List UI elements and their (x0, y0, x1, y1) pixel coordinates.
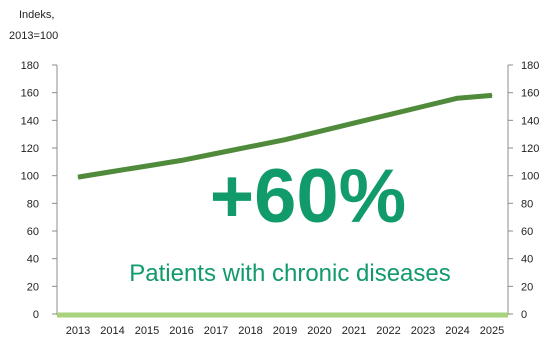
data-point (422, 106, 424, 107)
data-point (491, 94, 493, 96)
y2-tick-labels: 0 20 40 60 80 100 120 140 160 180 (521, 60, 539, 321)
series-group (77, 92, 493, 180)
y-tick-label: 0 (33, 309, 39, 321)
axes (52, 64, 513, 318)
y2-tick-label: 20 (521, 281, 533, 293)
x-tick-label: 2023 (411, 325, 435, 337)
x-tick-label: 2016 (169, 325, 193, 337)
annotations: +60% Patients with chronic diseases (129, 154, 451, 287)
data-point (146, 165, 148, 167)
data-point (250, 146, 251, 148)
y2-tick-label: 180 (521, 60, 539, 72)
y2-tick-label: 40 (521, 254, 533, 266)
y-tick-label: 60 (27, 226, 39, 238)
annotation-percent: +60% (210, 154, 407, 239)
y-tick-label: 40 (27, 254, 39, 266)
y2-tick-label: 120 (521, 143, 539, 155)
x-tick-label: 2020 (307, 325, 331, 337)
y-axis-title-line-2: 2013=100 (9, 30, 58, 42)
y-tick-label: 140 (21, 115, 39, 127)
x-tick-label: 2024 (445, 325, 469, 337)
y2-tick-label: 100 (521, 171, 539, 183)
data-point (77, 176, 79, 178)
data-point (353, 122, 355, 124)
data-point (319, 130, 320, 132)
y2-tick-label: 80 (521, 198, 533, 210)
y2-tick-label: 60 (521, 226, 533, 238)
x-tick-label: 2022 (376, 325, 400, 337)
y-axis-title: Indeks, 2013=100 (9, 9, 58, 42)
x-tick-label: 2025 (480, 325, 504, 337)
x-tick-label: 2019 (273, 325, 297, 337)
x-tick-label: 2018 (238, 325, 262, 337)
data-point (181, 159, 182, 161)
y-tick-label: 120 (21, 143, 39, 155)
data-point (284, 139, 286, 141)
annotation-label: Patients with chronic diseases (129, 260, 451, 287)
y2-tick-label: 140 (521, 115, 539, 127)
y-tick-labels: 0 20 40 60 80 100 120 140 160 180 (21, 60, 39, 321)
y-tick-label: 180 (21, 60, 39, 72)
y-tick-label: 20 (27, 281, 39, 293)
y-tick-label: 80 (27, 198, 39, 210)
data-point (457, 97, 458, 99)
data-point (112, 171, 113, 173)
data-point (215, 153, 217, 155)
x-tick-label: 2014 (100, 325, 124, 337)
y2-tick-label: 160 (521, 88, 539, 100)
x-tick-label: 2015 (135, 325, 159, 337)
y2-tick-label: 0 (521, 309, 527, 321)
x-tick-label: 2013 (66, 325, 90, 337)
data-point (388, 114, 389, 116)
x-tick-labels: 2013 2014 2015 2016 2017 2018 2019 2020 2021 2022… (66, 325, 504, 337)
y-tick-label: 160 (21, 88, 39, 100)
x-tick-label: 2021 (342, 325, 366, 337)
x-tick-label: 2017 (204, 325, 228, 337)
y-tick-label: 100 (21, 171, 39, 183)
y-axis-title-line-1: Indeks, (19, 9, 54, 21)
